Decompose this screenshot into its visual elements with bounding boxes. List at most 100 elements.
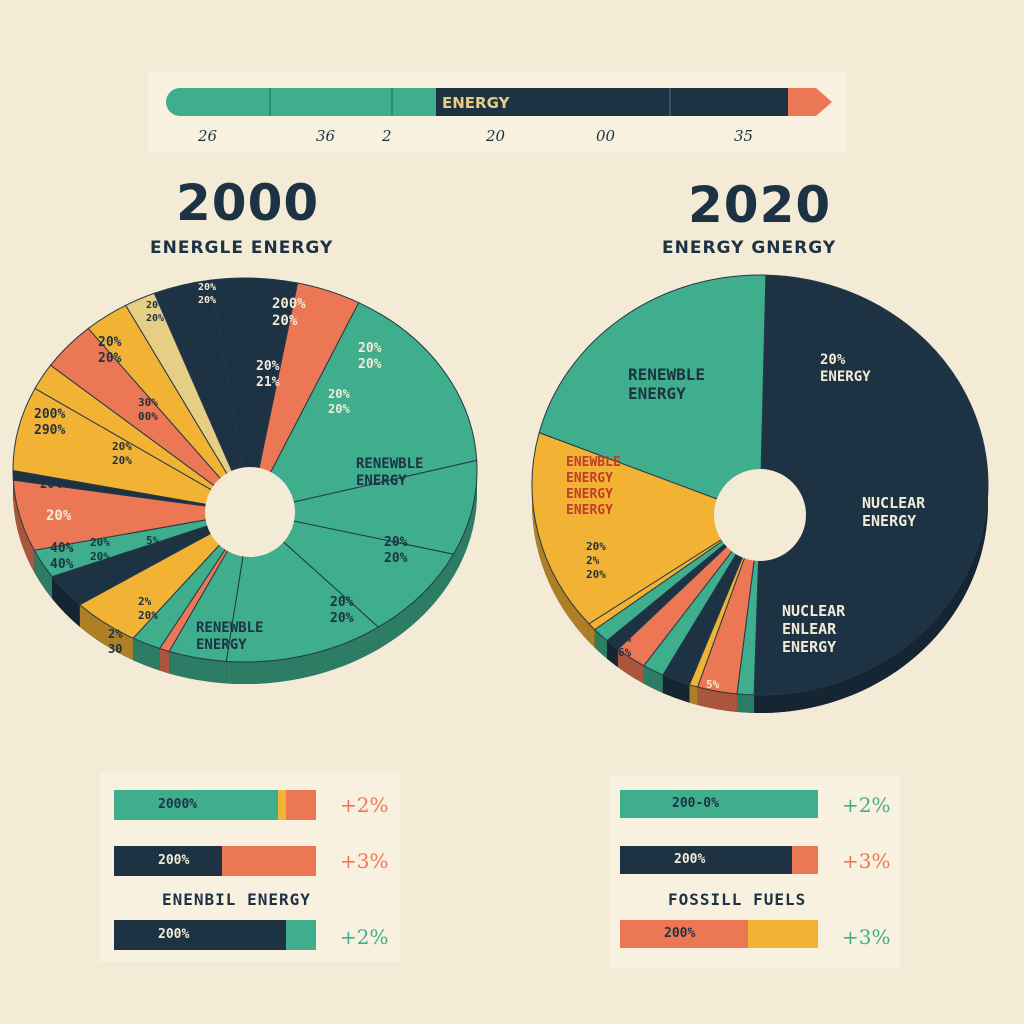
pie-center-hole bbox=[205, 467, 295, 557]
legend-bar-yellow bbox=[278, 790, 286, 820]
pie-slice-depth bbox=[689, 684, 698, 705]
slice-label: 20% bbox=[40, 477, 62, 491]
legend-value: 2000% bbox=[158, 797, 198, 812]
legend-caption: FOSSILL FUELS bbox=[668, 890, 807, 909]
slice-label: ENEWBLE ENERGY ENERGY ENERGY bbox=[566, 455, 621, 518]
slice-label: 20% 20% bbox=[146, 300, 164, 324]
pie-slices bbox=[12, 277, 478, 663]
chart-title-2000: 2000 bbox=[176, 174, 320, 232]
scale-tick: 36 bbox=[316, 127, 336, 145]
slice-label: 5% bbox=[146, 534, 160, 547]
slice-label: 20% 21% bbox=[256, 359, 280, 390]
pie-slice-depth bbox=[662, 674, 690, 703]
pie-slice-depth bbox=[34, 550, 53, 599]
pie-chart-2020: 20% ENERGY NUCLEAR ENERGY NUCLEAR ENLEAR ENER… bbox=[531, 274, 989, 713]
pie-slice-depth bbox=[736, 693, 755, 713]
pie-chart-2000: 200% 20%20% 21%20% 20%20% 20%RENEWBLE ENERGY2… bbox=[12, 277, 478, 684]
slice-label: 20% 20% bbox=[112, 440, 132, 467]
legend-change: +3% bbox=[842, 925, 891, 949]
legend-row: 200% bbox=[620, 846, 818, 876]
scale-tick: 20 bbox=[486, 127, 506, 145]
arrow-head bbox=[816, 88, 832, 116]
chart-subtitle-2020: ENERGY GNERGY bbox=[662, 238, 837, 258]
pie-slice-depth bbox=[52, 576, 80, 627]
pie-slice bbox=[538, 274, 767, 516]
energy-progress-arrow: ENERGY bbox=[166, 88, 832, 116]
pie-slice-depth bbox=[594, 629, 607, 659]
slice-label: RENEWBLE ENERGY bbox=[628, 365, 705, 403]
slice-label: 20% 20% bbox=[328, 387, 350, 416]
pie-slice-depth bbox=[159, 648, 170, 674]
pie-slice-depth bbox=[617, 649, 644, 684]
slice-label: 20% 20% bbox=[90, 536, 110, 563]
slice-label: 30% 00% bbox=[138, 396, 158, 423]
legend-row: 200% bbox=[114, 920, 316, 950]
legend-bar-orange bbox=[286, 790, 316, 820]
slice-label: 20% 20% bbox=[384, 535, 408, 566]
legend-bar-orange bbox=[620, 920, 748, 948]
slice-label: NUCLEAR ENLEAR ENERGY bbox=[782, 602, 846, 656]
legend-value: 200-0% bbox=[672, 796, 719, 811]
slice-label: 40% 40% bbox=[50, 541, 74, 572]
pie-labels: 200% 20%20% 21%20% 20%20% 20%RENEWBLE ENERGY2… bbox=[34, 282, 423, 656]
scale-tick: 00 bbox=[596, 127, 616, 145]
slice-label: 20% 20% bbox=[198, 282, 216, 306]
slice-label: RENEWBLE ENERGY bbox=[356, 456, 423, 489]
slice-label: NUCLEAR ENERGY bbox=[862, 494, 926, 530]
chart-subtitle-2000: ENERGLE ENERGY bbox=[150, 238, 334, 258]
scale-tick: 2 bbox=[382, 127, 392, 145]
legend-row: 200% bbox=[620, 920, 818, 950]
slice-label: 5 bbox=[674, 662, 681, 675]
legend-row: 200% bbox=[114, 846, 316, 876]
legend-change: +2% bbox=[340, 793, 389, 817]
pie-slice bbox=[531, 431, 762, 625]
legend-value: 200% bbox=[158, 853, 190, 868]
slice-label: 20% ENERGY bbox=[820, 352, 871, 385]
legend-bar-orange bbox=[222, 846, 316, 876]
slice-label: 20% 2% 20% bbox=[586, 540, 606, 581]
pie-slice bbox=[753, 274, 989, 696]
legend-value: 200% bbox=[664, 926, 696, 941]
legend-change: +3% bbox=[340, 849, 389, 873]
legend-change: +2% bbox=[340, 925, 389, 949]
legend-caption: ENENBIL ENERGY bbox=[162, 890, 311, 909]
arrow-navy-segment bbox=[436, 88, 788, 116]
pie-slice-depth bbox=[643, 665, 663, 693]
slice-label: 20% 20% bbox=[98, 335, 122, 366]
arrow-orange-segment bbox=[788, 88, 816, 116]
slice-label: 5% bbox=[706, 678, 720, 691]
pie-slice-depth bbox=[378, 554, 454, 650]
pie-slice bbox=[153, 279, 251, 513]
legend-value: 200% bbox=[674, 852, 706, 867]
pie-slice-depth bbox=[453, 460, 477, 577]
scale-tick: 26 bbox=[198, 127, 218, 145]
slice-label: RENEWBLE ENERGY bbox=[196, 620, 263, 653]
legend-change: +3% bbox=[842, 849, 891, 873]
slice-label: 200% 20% bbox=[272, 296, 306, 329]
slice-label: 20% bbox=[46, 508, 72, 524]
legend-bar-orange bbox=[792, 846, 818, 874]
pie-slices bbox=[531, 274, 989, 696]
legend-bar-navy bbox=[114, 846, 222, 876]
slice-label: 20% 20% bbox=[358, 341, 382, 372]
legend-bar-teal bbox=[114, 790, 278, 820]
pie-slice-depth bbox=[79, 604, 134, 661]
pie-slice bbox=[249, 459, 478, 555]
legend-row: 200-0% bbox=[620, 790, 818, 820]
slice-label: 200% 290% bbox=[34, 407, 65, 438]
arrow-teal-fill bbox=[180, 88, 436, 116]
pie-slice-depth bbox=[588, 623, 595, 648]
slice-label: 5% 6% bbox=[618, 632, 632, 659]
banner-label: ENERGY bbox=[442, 94, 511, 112]
pie-slice bbox=[12, 387, 251, 513]
pie-labels: 20% ENERGY NUCLEAR ENERGY NUCLEAR ENLEAR ENER… bbox=[566, 352, 926, 691]
slice-label: 2% 30 bbox=[108, 627, 123, 656]
pie-slice bbox=[248, 511, 455, 628]
legend-bar-teal bbox=[620, 790, 818, 818]
slice-label: 20% 20% bbox=[330, 595, 354, 626]
legend-bar-navy bbox=[620, 846, 792, 874]
slice-label: 2% 20% bbox=[138, 595, 158, 622]
pie-center-hole bbox=[714, 469, 806, 561]
pie-slice-depth bbox=[169, 651, 227, 684]
legend-bar-navy bbox=[114, 920, 286, 950]
